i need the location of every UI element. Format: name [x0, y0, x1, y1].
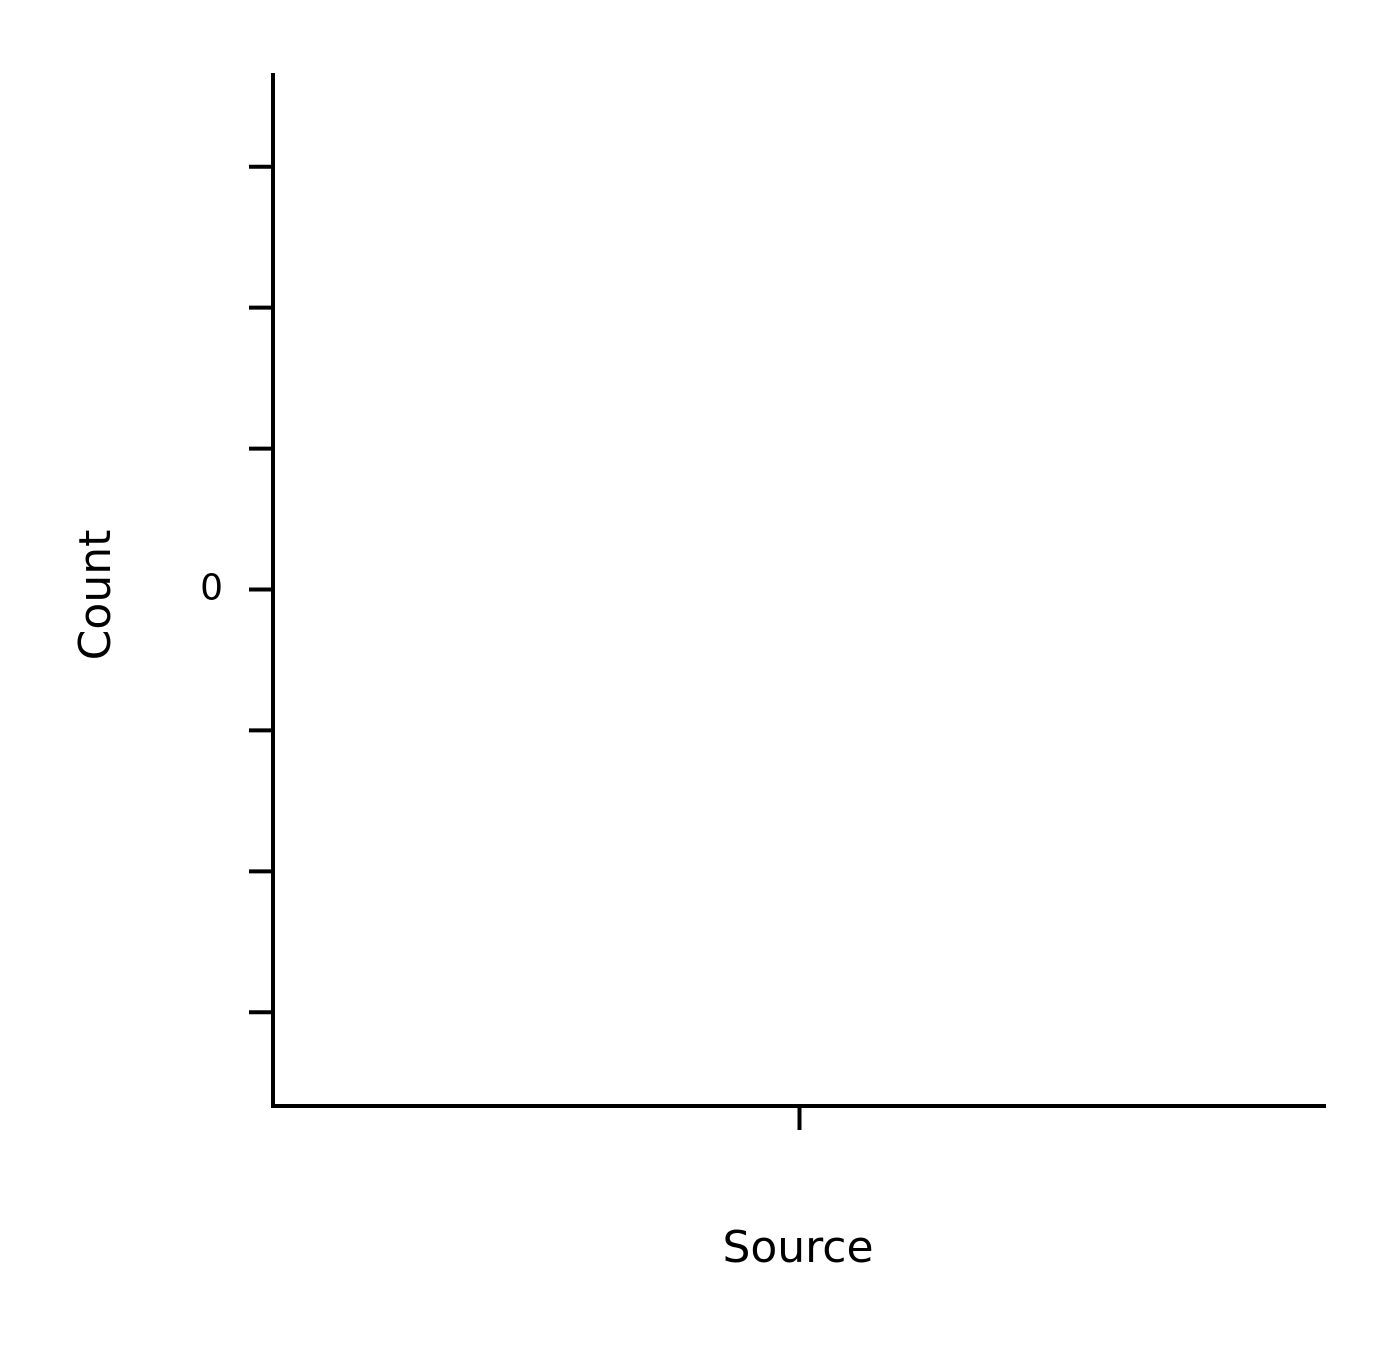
y-axis-label: Count [70, 530, 121, 661]
y-tick-label: 0 [200, 568, 223, 609]
x-axis-label: Source [722, 1222, 873, 1273]
